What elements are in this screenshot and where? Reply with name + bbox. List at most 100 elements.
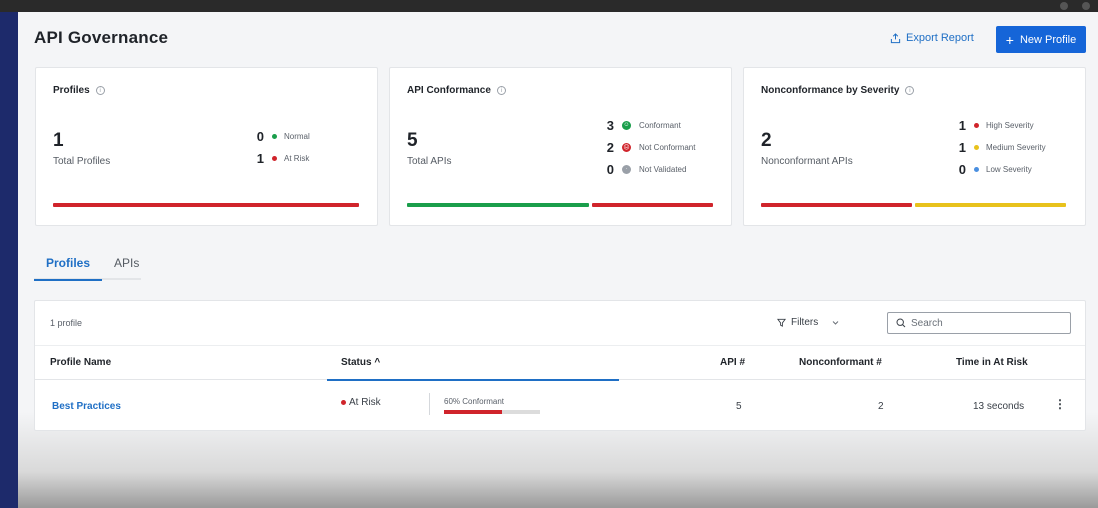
severity-card: Nonconformance by Severity i 2 Nonconfor… [743,67,1086,226]
profiles-card-title: Profiles i [53,85,105,96]
status-text: At Risk [349,397,381,408]
search-box [887,312,1071,334]
tab-bar: Profiles APIs [34,252,151,281]
frown-face-icon: ☹ [622,142,631,152]
api-conformance-card-title: API Conformance i [407,85,506,96]
conformance-progress-fill [444,410,502,414]
tab-profiles[interactable]: Profiles [34,252,103,281]
status-dot-icon [272,155,277,161]
legend-item-normal: 0 Normal [250,125,310,147]
legend-item-not-validated: 0 · Not Validated [600,158,695,180]
column-header-time-at-risk[interactable]: Time in At Risk [956,357,1028,368]
legend-item-conformant: 3 ☺ Conformant [600,114,695,136]
column-header-nonconformant[interactable]: Nonconformant # [799,357,882,368]
profiles-distribution-bar [53,203,359,207]
legend-item-low: 0 Low Severity [952,158,1046,180]
legend-item-high: 1 High Severity [952,114,1046,136]
total-apis-label: Total APIs [407,156,452,167]
more-options-icon[interactable]: ⋮ [1054,397,1066,411]
info-icon[interactable]: i [905,86,915,95]
smile-face-icon: ☺ [622,120,631,130]
window-control-icon[interactable] [1060,2,1068,10]
bar-segment-medium [915,203,1066,207]
nonconformant-count-cell: 2 [878,401,884,412]
plus-icon: + [1005,31,1014,48]
info-icon[interactable]: i [496,86,506,95]
legend-label: Medium Severity [986,142,1046,152]
table-header: Profile Name Status ^ API # Nonconforman… [35,345,1085,381]
legend-count: 1 [256,150,264,166]
severity-card-title: Nonconformance by Severity i [761,85,915,96]
severity-card-title-text: Nonconformance by Severity [761,85,900,96]
legend-label: Not Validated [639,164,687,174]
legend-count: 0 [606,161,614,177]
status-cell: At Risk [341,397,381,408]
status-dot-icon [272,133,277,139]
bar-segment-at-risk [53,203,359,207]
legend-item-not-conformant: 2 ☹ Not Conformant [600,136,696,158]
profiles-card-title-text: Profiles [53,85,90,96]
filters-dropdown[interactable]: Filters [777,317,841,328]
bar-segment-not-conformant [592,203,713,207]
legend-count: 1 [958,117,966,133]
app-content: API Governance Export Report + New Profi… [18,12,1098,508]
legend-item-medium: 1 Medium Severity [952,136,1046,158]
total-apis-value: 5 [407,130,418,151]
status-dot-icon [974,122,979,128]
export-icon [890,32,901,43]
legend-label: Conformant [639,120,681,130]
legend-label: High Severity [986,120,1034,130]
status-dot-icon [341,399,346,405]
conformance-legend: 3 ☺ Conformant 2 ☹ Not Conformant 0 · No… [600,114,696,180]
nonconformant-apis-label: Nonconformant APIs [761,156,853,167]
legend-count: 0 [256,128,264,144]
filter-icon [777,318,786,327]
conformance-distribution-bar [407,203,713,207]
legend-count: 0 [958,161,966,177]
window-control-icon[interactable] [1082,2,1090,10]
api-conformance-card-title-text: API Conformance [407,85,491,96]
nonconformant-apis-value: 2 [761,130,772,151]
info-icon[interactable]: i [95,86,105,95]
export-report-label: Export Report [906,32,974,44]
window-top-bar [0,0,1098,12]
status-dot-icon [974,144,979,150]
legend-label: Low Severity [986,164,1032,174]
page-title: API Governance [34,28,169,47]
severity-legend: 1 High Severity 1 Medium Severity 0 Low … [952,114,1046,180]
bar-segment-high [761,203,912,207]
legend-item-at-risk: 1 At Risk [250,147,310,169]
api-count-cell: 5 [736,401,742,412]
legend-count: 2 [606,139,614,155]
profile-count: 1 profile [50,318,83,328]
profile-name-link[interactable]: Best Practices [52,401,121,412]
profiles-card: Profiles i 1 Total Profiles 0 Normal 1 A… [35,67,378,226]
search-icon [896,318,906,328]
conformance-label: 60% Conformant [444,397,505,406]
column-header-api-count[interactable]: API # [720,357,746,368]
time-at-risk-cell: 13 seconds [973,401,1025,412]
profiles-legend: 0 Normal 1 At Risk [250,125,310,169]
profiles-table-panel: 1 profile Filters Profile Name Status ^ … [34,300,1086,431]
export-report-button[interactable]: Export Report [890,32,974,44]
severity-distribution-bar [761,203,1066,207]
column-header-status[interactable]: Status ^ [341,357,381,368]
filters-label: Filters [791,317,819,328]
tab-apis[interactable]: APIs [114,256,140,270]
sort-indicator [327,379,619,381]
new-profile-button[interactable]: + New Profile [996,26,1086,53]
total-profiles-label: Total Profiles [53,156,111,167]
bar-segment-conformant [407,203,589,207]
legend-count: 1 [958,139,966,155]
neutral-face-icon: · [622,164,631,174]
legend-label: Not Conformant [639,142,696,152]
search-input[interactable] [911,317,1061,329]
new-profile-label: New Profile [1019,33,1077,46]
legend-label: At Risk [284,153,310,163]
table-row[interactable]: Best Practices At Risk 60% Conformant 5 … [35,381,1085,431]
api-conformance-card: API Conformance i 5 Total APIs 3 ☺ Confo… [389,67,732,226]
column-header-profile-name[interactable]: Profile Name [50,357,112,368]
legend-count: 3 [606,117,614,133]
chevron-down-icon [832,320,839,325]
total-profiles-value: 1 [53,130,64,151]
